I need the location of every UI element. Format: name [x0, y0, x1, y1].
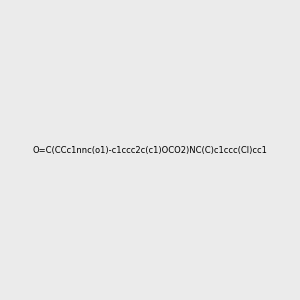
Text: O=C(CCc1nnc(o1)-c1ccc2c(c1)OCO2)NC(C)c1ccc(Cl)cc1: O=C(CCc1nnc(o1)-c1ccc2c(c1)OCO2)NC(C)c1c…	[33, 146, 267, 154]
